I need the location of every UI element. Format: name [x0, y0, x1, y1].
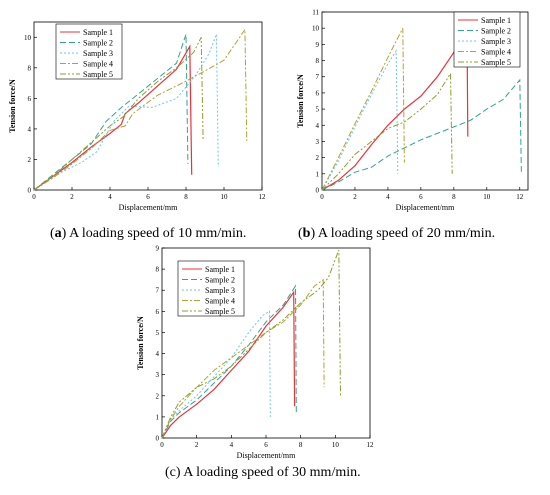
- legend-label: Sample 3: [83, 49, 113, 58]
- plot-frame: [321, 11, 529, 191]
- series-line-sample-4: [33, 28, 248, 191]
- y-tick-label: 1: [316, 170, 320, 178]
- series-line-sample-3: [161, 310, 271, 439]
- x-tick-label: 2: [195, 441, 199, 449]
- legend-box: [453, 11, 521, 68]
- x-tick-label: 8: [299, 441, 303, 449]
- series-line-sample-1: [33, 44, 193, 191]
- x-tick-label: 10: [483, 193, 491, 201]
- y-tick-label: 5: [156, 329, 160, 337]
- series-line-sample-3: [321, 49, 399, 191]
- x-tick-label: 6: [146, 193, 150, 201]
- chart-b: 0 2 4 6 8 10 1201234567891011Displacement/mmTe…: [296, 9, 529, 212]
- legend-label: Sample 5: [481, 58, 511, 67]
- legend-label: Sample 3: [205, 286, 235, 295]
- y-axis-label: Tension force/N: [296, 74, 305, 128]
- legend-label: Sample 5: [83, 70, 113, 79]
- y-tick-label: 8: [316, 57, 320, 65]
- y-tick-label: 0: [28, 187, 32, 195]
- y-tick-label: 1: [156, 413, 160, 421]
- legend-label: Sample 5: [205, 307, 235, 316]
- caption-c: (c) A loading speed of 30 mm/min.: [165, 465, 361, 480]
- y-tick-label: 0: [156, 435, 160, 443]
- y-tick-label: 3: [156, 371, 160, 379]
- x-tick-label: 6: [419, 193, 423, 201]
- legend-label: Sample 4: [481, 48, 511, 57]
- y-tick-label: 3: [316, 138, 320, 146]
- legend-label: Sample 1: [83, 28, 113, 37]
- legend-label: Sample 1: [481, 16, 511, 25]
- x-tick-label: 4: [108, 193, 112, 201]
- y-tick-label: 11: [312, 9, 319, 17]
- legend-label: Sample 2: [83, 39, 113, 48]
- x-tick-label: 8: [452, 193, 456, 201]
- x-tick-label: 10: [221, 193, 229, 201]
- x-tick-label: 4: [230, 441, 234, 449]
- y-tick-label: 10: [24, 34, 32, 42]
- y-axis-label: Tension force/N: [8, 79, 17, 133]
- series-line-sample-4: [321, 27, 405, 191]
- series-line-sample-2: [321, 78, 522, 191]
- legend-box: [177, 260, 245, 317]
- y-tick-label: 4: [316, 122, 320, 130]
- y-tick-label: 4: [28, 125, 32, 133]
- x-axis-label: Displacement/mm: [119, 203, 178, 212]
- chart-a: 0 2 4 6 8 10 12 0 2 4 6 8 10 Displacement/mm Tension f…: [8, 21, 267, 212]
- legend-label: Sample 2: [205, 276, 235, 285]
- y-tick-label: 6: [28, 95, 32, 103]
- legend-label: Sample 2: [481, 27, 511, 36]
- y-tick-label: 6: [316, 89, 320, 97]
- y-tick-label: 2: [316, 154, 320, 162]
- x-tick-label: 8: [184, 193, 188, 201]
- series-line-sample-1: [161, 290, 296, 439]
- x-tick-label: 10: [332, 441, 340, 449]
- legend-label: Sample 1: [205, 265, 235, 274]
- legend-label: Sample 4: [205, 297, 235, 306]
- series-line-sample-3: [33, 34, 219, 191]
- x-tick-label: 0: [32, 193, 36, 201]
- y-axis-label: Tension force/N: [136, 316, 145, 370]
- caption-b: (b) A loading speed of 20 mm/min.: [298, 226, 496, 241]
- series-line-sample-5: [161, 249, 341, 439]
- x-tick-label: 2: [70, 193, 74, 201]
- x-tick-label: 6: [264, 441, 268, 449]
- x-tick-label: 12: [516, 193, 524, 201]
- legend-label: Sample 4: [83, 60, 113, 69]
- caption-a: (a) A loading speed of 10 mm/min.: [50, 226, 247, 241]
- legend-label: Sample 3: [481, 37, 511, 46]
- y-tick-label: 9: [156, 245, 160, 253]
- y-tick-label: 6: [156, 308, 160, 316]
- y-tick-label: 7: [156, 287, 160, 295]
- y-tick-label: 8: [156, 266, 160, 274]
- chart-c: 0 2 4 6 8 10 120123456789Displacement/mmTensio…: [136, 245, 374, 461]
- series-line-sample-4: [161, 278, 325, 439]
- y-tick-label: 0: [316, 187, 320, 195]
- series-line-sample-5: [33, 37, 204, 191]
- y-tick-label: 4: [156, 350, 160, 358]
- y-tick-label: 8: [28, 64, 32, 72]
- x-axis-label: Displacement/mm: [396, 203, 455, 212]
- x-tick-label: 0: [320, 193, 324, 201]
- series-line-sample-2: [161, 284, 297, 439]
- x-tick-label: 12: [367, 441, 375, 449]
- x-tick-label: 0: [160, 441, 164, 449]
- y-tick-label: 5: [316, 106, 320, 114]
- y-tick-label: 2: [28, 156, 32, 164]
- y-tick-label: 10: [312, 25, 320, 33]
- x-tick-label: 12: [259, 193, 267, 201]
- series-line-sample-5: [321, 71, 453, 191]
- legend-box: [55, 23, 123, 80]
- x-axis-label: Displacement/mm: [237, 451, 296, 460]
- series-line-sample-1: [321, 26, 469, 191]
- y-tick-label: 2: [156, 392, 160, 400]
- y-tick-label: 7: [316, 73, 320, 81]
- x-tick-label: 2: [353, 193, 357, 201]
- x-tick-label: 4: [386, 193, 390, 201]
- y-tick-label: 9: [316, 41, 320, 49]
